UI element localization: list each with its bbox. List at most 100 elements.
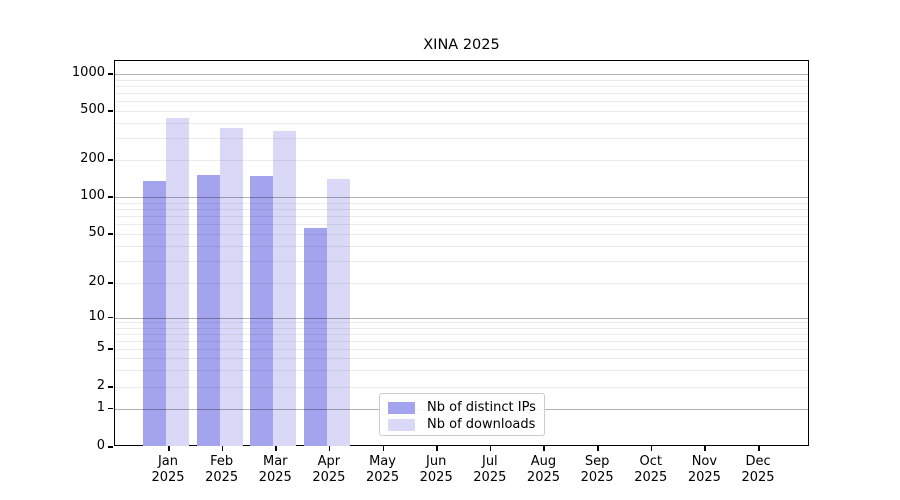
y-tick-label-20: 20 [88,274,105,289]
gridline-minor [115,138,808,140]
x-tick-label-nov: Nov 2025 [672,454,736,485]
y-tick-mark [108,348,113,350]
x-tick-month: Oct [639,454,662,469]
x-tick-month: Jul [481,454,498,469]
gridline-minor [115,349,808,350]
gridline-major [115,74,808,75]
gridline-minor [115,327,808,329]
x-tick-year: 2025 [473,469,507,485]
y-tick-label-1000: 1000 [71,65,105,80]
x-tick-year: 2025 [312,469,346,485]
x-tick-year: 2025 [741,469,775,485]
y-tick-label-50: 50 [88,225,105,240]
gridline-minor [115,208,808,210]
x-tick-label-dec: Dec 2025 [726,454,790,485]
gridline-minor [115,224,808,226]
bar-jan-ips [143,180,166,446]
gridline-minor [115,101,808,103]
x-tick-label-oct: Oct 2025 [619,454,683,485]
y-tick-mark [108,446,113,448]
gridline-minor [115,93,808,95]
x-tick-month: Feb [210,454,234,469]
x-tick-year: 2025 [634,469,668,485]
x-tick-mark [436,446,438,451]
gridline-minor [115,234,808,235]
x-tick-month: Jan [157,454,179,469]
bar-feb-downloads [219,127,243,446]
y-tick-mark [108,386,113,388]
bar-mar-ips [250,176,274,446]
y-tick-label-500: 500 [80,102,105,117]
bar-mar-downloads [273,130,297,446]
gridline-minor [115,340,808,342]
x-tick-mark [489,446,492,451]
gridline-minor [115,261,808,263]
gridline-minor [115,79,808,81]
gridline-major [115,317,808,319]
x-tick-label-jul: Jul 2025 [458,454,522,485]
gridline-major [115,197,808,198]
legend: Nb of distinct IPs Nb of downloads [379,393,545,436]
x-tick-mark [543,446,545,451]
x-tick-month: Dec [745,454,771,469]
y-tick-mark [108,159,113,161]
x-tick-label-may: May 2025 [351,454,415,485]
bar-feb-ips [196,175,220,446]
gridline-minor [115,122,808,124]
y-tick-mark [108,110,113,112]
legend-swatch-downloads [388,418,415,431]
legend-label-downloads: Nb of downloads [427,417,536,432]
chart-title: XINA 2025 [423,37,500,53]
x-tick-label-aug: Aug 2025 [511,454,575,485]
x-tick-mark [597,446,599,451]
y-tick-label-10: 10 [88,308,105,324]
y-tick-mark [108,196,113,198]
gridline-minor [115,387,808,388]
x-tick-mark [758,446,760,451]
x-tick-year: 2025 [687,469,721,485]
y-tick-mark [108,233,113,235]
x-tick-mark [168,446,170,451]
x-tick-month: Sep [584,454,610,469]
y-tick-label-2: 2 [96,378,105,393]
x-tick-year: 2025 [151,469,185,485]
x-tick-mark [650,446,653,451]
x-tick-mark [221,446,224,451]
y-tick-label-200: 200 [80,151,105,166]
gridline-minor [115,216,808,218]
x-tick-month: Aug [530,454,557,469]
gridline-minor [115,85,808,87]
gridline-minor [115,202,808,204]
bar-jan-downloads [166,117,189,446]
x-tick-mark [382,446,385,451]
x-tick-label-sep: Sep 2025 [565,454,629,485]
y-tick-mark [108,282,113,284]
gridline-minor [115,245,808,247]
y-tick-mark [108,73,113,75]
x-tick-label-jun: Jun 2025 [404,454,468,485]
x-tick-month: Apr [317,454,341,469]
y-tick-label-5: 5 [96,340,105,355]
y-tick-label-0: 0 [96,438,105,453]
y-tick-label-1: 1 [96,399,105,415]
gridline-minor [115,160,808,161]
gridline-minor [115,283,808,284]
x-tick-mark [275,446,277,451]
x-tick-label-feb: Feb 2025 [190,454,254,485]
x-tick-month: Jun [426,454,447,469]
bar-apr-ips [303,227,327,446]
gridline-minor [115,333,808,335]
y-tick-mark [108,316,113,318]
x-tick-label-apr: Apr 2025 [297,454,361,485]
x-tick-month: May [369,454,396,469]
y-tick-label-100: 100 [80,188,105,203]
gridline-minor [115,358,808,360]
gridline-minor [115,111,808,112]
legend-item-ips: Nb of distinct IPs [380,399,544,416]
bar-apr-downloads [326,179,350,446]
x-tick-year: 2025 [205,469,239,485]
x-tick-year: 2025 [258,469,292,485]
x-tick-label-jan: Jan 2025 [136,454,200,485]
legend-label-ips: Nb of distinct IPs [427,400,536,415]
